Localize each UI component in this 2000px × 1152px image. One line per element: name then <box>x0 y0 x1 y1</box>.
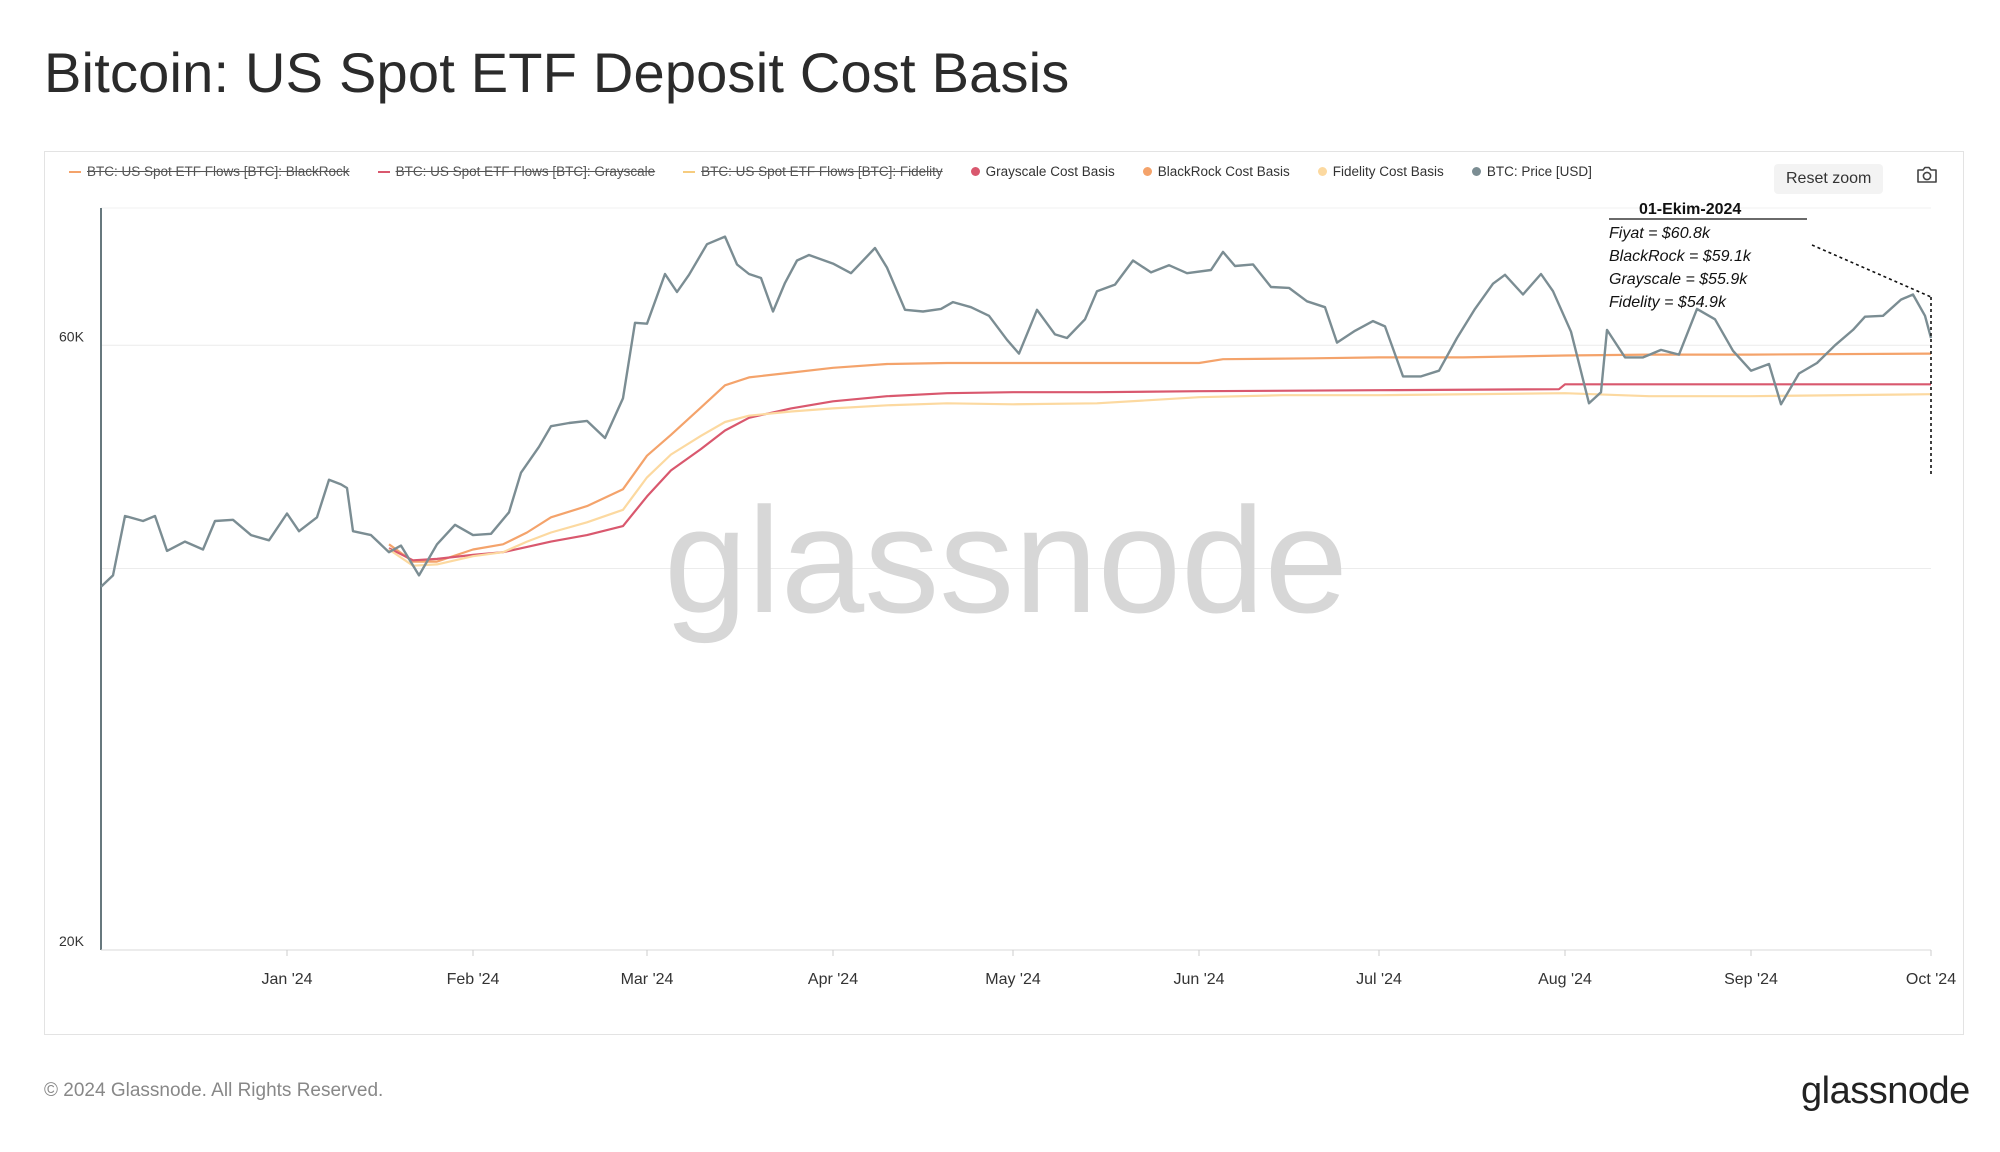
annotation-line: Fidelity = $54.9k <box>1609 294 1727 311</box>
legend-item[interactable]: Grayscale Cost Basis <box>970 164 1115 179</box>
y-tick-label: 60K <box>59 328 85 344</box>
watermark-text: glassnode <box>664 476 1348 644</box>
x-tick-label: Feb '24 <box>447 971 500 988</box>
series-line-btc-price-usd- <box>100 235 1933 588</box>
legend-marker <box>683 170 696 173</box>
y-tick-label: 20K <box>59 933 85 949</box>
legend-item[interactable]: Fidelity Cost Basis <box>1317 164 1444 179</box>
legend-item[interactable]: BTC: US Spot ETF Flows [BTC]: Grayscale <box>377 164 656 179</box>
page-title: Bitcoin: US Spot ETF Deposit Cost Basis <box>44 41 1070 104</box>
legend-label: BTC: US Spot ETF Flows [BTC]: Fidelity <box>701 164 943 179</box>
annotation-date: 01-Ekim-2024 <box>1639 201 1741 218</box>
x-tick-label: Jul '24 <box>1356 971 1402 988</box>
x-tick-label: Aug '24 <box>1538 971 1592 988</box>
chart-plot: 60K 20K Jan '24 Feb '24 Mar '24 Apr '24 May '2… <box>59 201 1956 988</box>
chart-legend: BTC: US Spot ETF Flows [BTC]: BlackRock B… <box>69 164 1592 179</box>
x-tick-label: Oct '24 <box>1906 971 1956 988</box>
legend-label: BTC: US Spot ETF Flows [BTC]: BlackRock <box>87 164 350 179</box>
copyright-text: © 2024 Glassnode. All Rights Reserved. <box>44 1080 384 1101</box>
legend-marker <box>69 170 81 173</box>
legend-item[interactable]: BTC: US Spot ETF Flows [BTC]: Fidelity <box>683 164 943 179</box>
reset-zoom-button[interactable]: Reset zoom <box>1774 164 1884 194</box>
legend-label: BTC: Price [USD] <box>1486 164 1592 179</box>
legend-label: Grayscale Cost Basis <box>985 164 1115 179</box>
series-line-fidelity-cost-basis <box>388 392 1932 567</box>
x-tick-label: Jan '24 <box>261 971 312 988</box>
camera-icon[interactable] <box>1916 166 1938 184</box>
legend-label: BlackRock Cost Basis <box>1157 164 1290 179</box>
annotation-pointer <box>1811 244 1932 298</box>
annotation-line: Fiyat = $60.8k <box>1609 225 1711 242</box>
annotation-line: BlackRock = $59.1k <box>1609 248 1752 265</box>
legend-marker <box>970 167 980 176</box>
x-tick-label: Apr '24 <box>808 971 858 988</box>
legend-label: BTC: US Spot ETF Flows [BTC]: Grayscale <box>395 164 656 179</box>
legend-item[interactable]: BlackRock Cost Basis <box>1142 164 1290 179</box>
legend-marker <box>1317 167 1327 176</box>
legend-marker <box>377 170 390 173</box>
x-tick-label: Sep '24 <box>1724 971 1778 988</box>
legend-item[interactable]: BTC: Price [USD] <box>1471 164 1592 179</box>
x-tick-label: Jun '24 <box>1173 971 1224 988</box>
series-line-blackrock-cost-basis <box>388 352 1932 563</box>
x-tick-label: Mar '24 <box>621 971 674 988</box>
legend-item[interactable]: BTC: US Spot ETF Flows [BTC]: BlackRock <box>69 164 350 179</box>
legend-marker <box>1471 167 1481 176</box>
legend-marker <box>1142 167 1152 176</box>
chart-panel: BTC: US Spot ETF Flows [BTC]: BlackRock B… <box>44 151 1964 1035</box>
x-tick-label: May '24 <box>985 971 1041 988</box>
glassnode-logo: glassnode <box>1801 1070 1970 1112</box>
annotation-line: Grayscale = $55.9k <box>1609 271 1748 288</box>
legend-label: Fidelity Cost Basis <box>1332 164 1444 179</box>
